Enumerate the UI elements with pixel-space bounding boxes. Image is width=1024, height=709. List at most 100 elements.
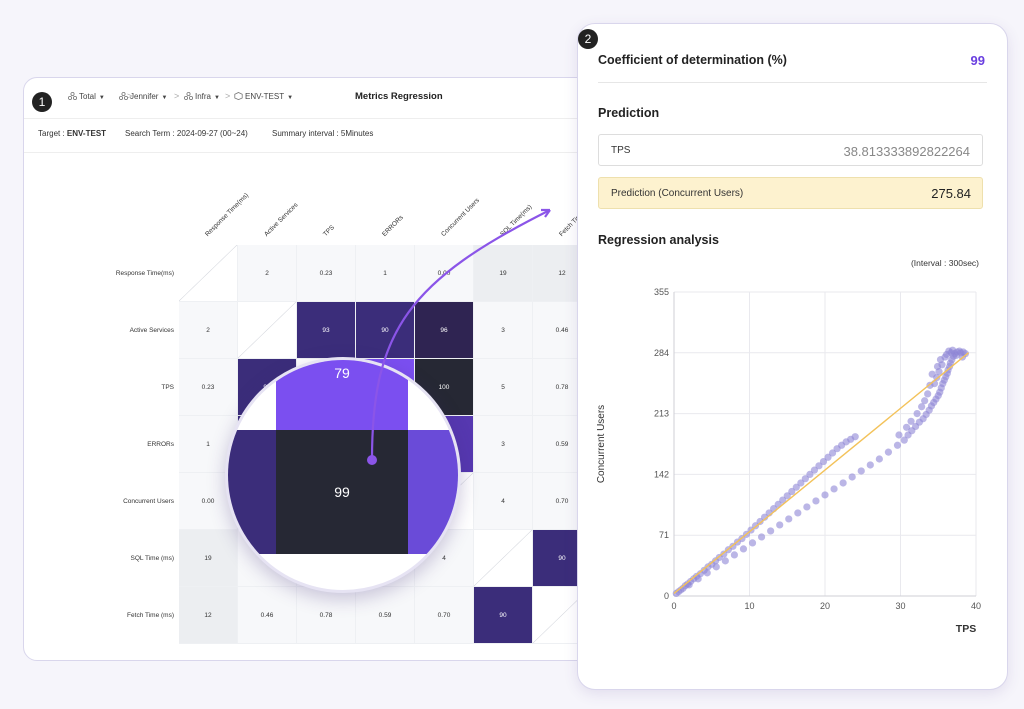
instance-icon <box>234 92 243 100</box>
matrix-row-header: Fetch Time (ms) <box>127 612 174 619</box>
matrix-cell[interactable]: 0.00 <box>415 245 474 302</box>
target-label: Target : <box>38 129 65 138</box>
target-info: Target : ENV-TEST <box>38 129 106 138</box>
step-badge-1: 1 <box>32 92 52 112</box>
meta-row: Target : ENV-TEST Search Term : 2024-09-… <box>24 118 624 153</box>
scatter-point <box>776 521 784 529</box>
prediction-value: 275.84 <box>931 186 971 201</box>
target-value: ENV-TEST <box>66 129 107 138</box>
matrix-cell[interactable]: 0.78 <box>297 587 356 644</box>
scatter-point <box>748 539 757 547</box>
matrix-column-header: Response Time(ms) <box>204 191 251 238</box>
matrix-column-header: Concurrent Users <box>440 197 482 238</box>
scatter-point <box>779 496 787 504</box>
matrix-row-header: Response Time(ms) <box>115 270 174 277</box>
scatter-point <box>895 431 903 439</box>
magnified-cell-left <box>228 430 276 554</box>
x-tick-label: 20 <box>820 601 830 611</box>
scatter-point <box>819 457 828 466</box>
scatter-point <box>866 461 874 469</box>
scatter-point <box>783 492 791 500</box>
matrix-cell[interactable]: 2 <box>179 302 238 359</box>
matrix-cell[interactable]: 5 <box>474 359 533 416</box>
scatter-point <box>893 441 902 449</box>
breadcrumb-separator: > <box>174 91 180 101</box>
matrix-cell[interactable]: 3 <box>474 416 533 473</box>
scatter-point <box>924 390 932 398</box>
prediction-label: Prediction (Concurrent Users) <box>611 188 744 199</box>
summary-interval: Summary interval : 5Minutes <box>272 129 374 138</box>
y-tick-label: 142 <box>654 469 669 479</box>
matrix-cell[interactable]: 0.70 <box>415 587 474 644</box>
matrix-column-header: SQL Time(ms) <box>499 203 534 238</box>
breadcrumb-separator: > <box>225 91 231 101</box>
y-tick-label: 284 <box>654 348 669 358</box>
matrix-cell[interactable]: 19 <box>474 245 533 302</box>
breadcrumb-env-test[interactable]: ENV-TEST ▼ <box>234 92 293 101</box>
scatter-point <box>757 533 766 541</box>
scatter-point <box>933 362 942 371</box>
y-tick-label: 213 <box>654 409 669 419</box>
scatter-point <box>761 513 769 521</box>
scatter-point <box>810 466 819 474</box>
magnified-cell-above-value: 79 <box>334 365 350 381</box>
x-tick-label: 40 <box>971 601 981 611</box>
matrix-cell[interactable]: 3 <box>474 302 533 359</box>
scatter-point <box>720 550 728 558</box>
scatter-point <box>884 448 893 456</box>
breadcrumb-jennifer[interactable]: Jennifer ▼ <box>119 92 167 101</box>
scatter-point <box>794 509 802 517</box>
scatter-point <box>767 527 775 535</box>
matrix-cell[interactable]: 4 <box>474 473 533 530</box>
scatter-point <box>703 569 711 577</box>
breadcrumb-total[interactable]: Total ▼ <box>68 92 105 101</box>
matrix-cell[interactable]: 0.23 <box>179 359 238 416</box>
scatter-point <box>848 473 856 481</box>
scatter-point <box>797 479 805 487</box>
coefficient-value: 99 <box>970 53 985 68</box>
prediction-title: Prediction <box>598 106 660 120</box>
breadcrumb-label: Total <box>79 92 96 101</box>
scatter-point <box>721 557 729 565</box>
caret-down-icon: ▼ <box>287 95 294 101</box>
regression-fit-line <box>673 352 969 594</box>
scatter-point <box>821 491 829 499</box>
magnifier-lens: 79 99 <box>225 357 461 593</box>
matrix-row-header: Active Services <box>129 327 174 334</box>
matrix-cell[interactable]: 0.46 <box>238 587 297 644</box>
scatter-point <box>815 462 823 470</box>
caret-down-icon: ▼ <box>161 95 168 101</box>
matrix-cell[interactable]: 90 <box>474 587 533 644</box>
scatter-point <box>792 483 800 491</box>
scatter-point <box>907 417 915 425</box>
x-tick-label: 30 <box>895 601 905 611</box>
breadcrumb-infra[interactable]: Infra ▼ <box>184 92 220 101</box>
matrix-cell[interactable]: 0.59 <box>356 587 415 644</box>
toolbar: Total ▼ > Jennifer ▼ > Infra ▼ > ENV-TEST ▼ … <box>24 78 624 119</box>
magnified-cell-corner <box>408 360 458 430</box>
page-title: Metrics Regression <box>355 91 443 102</box>
breadcrumb-label: Jennifer <box>130 92 159 101</box>
magnified-cell-above: 79 <box>276 360 408 430</box>
matrix-cell[interactable]: 1 <box>356 245 415 302</box>
scatter-point <box>801 475 809 483</box>
scatter-point <box>806 470 814 478</box>
tps-input[interactable] <box>748 140 972 162</box>
magnified-cell-center: 99 <box>276 430 408 554</box>
scatter-point <box>756 517 764 526</box>
matrix-cell[interactable]: 90 <box>356 302 415 359</box>
regression-title: Regression analysis <box>598 233 719 247</box>
scatter-point <box>824 453 832 461</box>
matrix-cell[interactable]: 2 <box>238 245 297 302</box>
caret-down-icon: ▼ <box>214 95 220 101</box>
scatter-point <box>785 515 793 523</box>
matrix-cell[interactable]: 93 <box>297 302 356 359</box>
matrix-cell[interactable]: 0.23 <box>297 245 356 302</box>
y-tick-label: 0 <box>664 591 669 601</box>
scatter-point <box>936 356 945 364</box>
scatter-point <box>857 467 865 475</box>
y-tick-label: 71 <box>659 530 669 540</box>
y-tick-label: 355 <box>654 287 669 297</box>
matrix-cell[interactable]: 96 <box>415 302 474 359</box>
matrix-cell[interactable]: 12 <box>179 587 238 644</box>
